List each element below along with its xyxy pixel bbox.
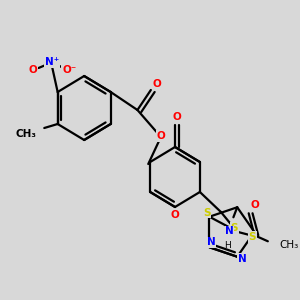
Text: O: O [172, 112, 181, 122]
Text: N: N [238, 254, 246, 264]
Text: O: O [152, 79, 161, 89]
Text: H: H [224, 241, 231, 250]
Text: O: O [250, 200, 259, 210]
Text: O: O [28, 65, 37, 75]
Text: N⁺: N⁺ [45, 57, 59, 67]
Text: N: N [225, 226, 234, 236]
Text: S: S [231, 223, 238, 233]
Text: O: O [171, 210, 179, 220]
Text: O: O [156, 131, 165, 141]
Text: CH₃: CH₃ [16, 129, 37, 139]
Text: O⁻: O⁻ [62, 65, 76, 75]
Text: S: S [203, 208, 210, 218]
Text: S: S [249, 232, 256, 242]
Text: CH₃: CH₃ [279, 240, 298, 250]
Text: N: N [207, 237, 216, 247]
